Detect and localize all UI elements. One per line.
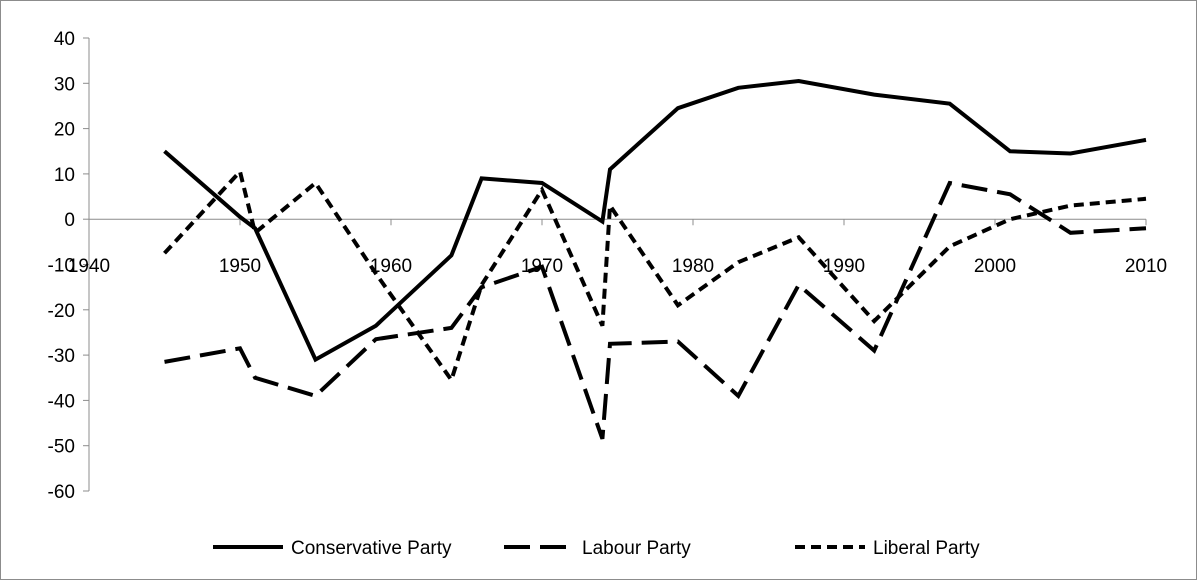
y-tick-label: -50 bbox=[48, 437, 75, 458]
y-tick-label: 0 bbox=[64, 210, 75, 231]
x-tick-label: 1990 bbox=[823, 256, 865, 277]
y-tick-label: -40 bbox=[48, 391, 75, 412]
legend: Conservative Party Labour Party Liberal Pa… bbox=[213, 538, 980, 559]
x-tick-label: 1960 bbox=[370, 256, 412, 277]
x-tick-label: 1940 bbox=[68, 256, 110, 277]
y-tick-label: 30 bbox=[54, 74, 75, 95]
legend-label: Conservative Party bbox=[291, 538, 452, 559]
legend-label: Liberal Party bbox=[873, 538, 980, 559]
series-lines bbox=[163, 78, 1147, 440]
x-tick-label: 1980 bbox=[672, 256, 714, 277]
legend-label: Labour Party bbox=[582, 538, 691, 559]
x-tick-label: 2000 bbox=[974, 256, 1016, 277]
y-axis: 40 30 20 10 0 -10 -20 -30 -40 -50 -60 bbox=[48, 29, 90, 503]
y-tick-label: -60 bbox=[48, 482, 75, 503]
x-axis: 1940 1950 1960 1970 1980 1990 2000 2010 bbox=[68, 218, 1167, 277]
y-tick-label: -10 bbox=[48, 256, 75, 277]
y-tick-label: 40 bbox=[54, 29, 75, 50]
series-line-labour-party bbox=[164, 180, 1147, 440]
y-tick-label: 20 bbox=[54, 120, 75, 141]
series-line-liberal-party bbox=[163, 167, 1147, 385]
series-line-conservative-party bbox=[163, 78, 1147, 363]
x-tick-label: 2010 bbox=[1125, 256, 1167, 277]
y-tick-label: -20 bbox=[48, 301, 75, 322]
x-tick-label: 1950 bbox=[219, 256, 261, 277]
y-tick-label: 10 bbox=[54, 165, 75, 186]
y-tick-label: -30 bbox=[48, 346, 75, 367]
